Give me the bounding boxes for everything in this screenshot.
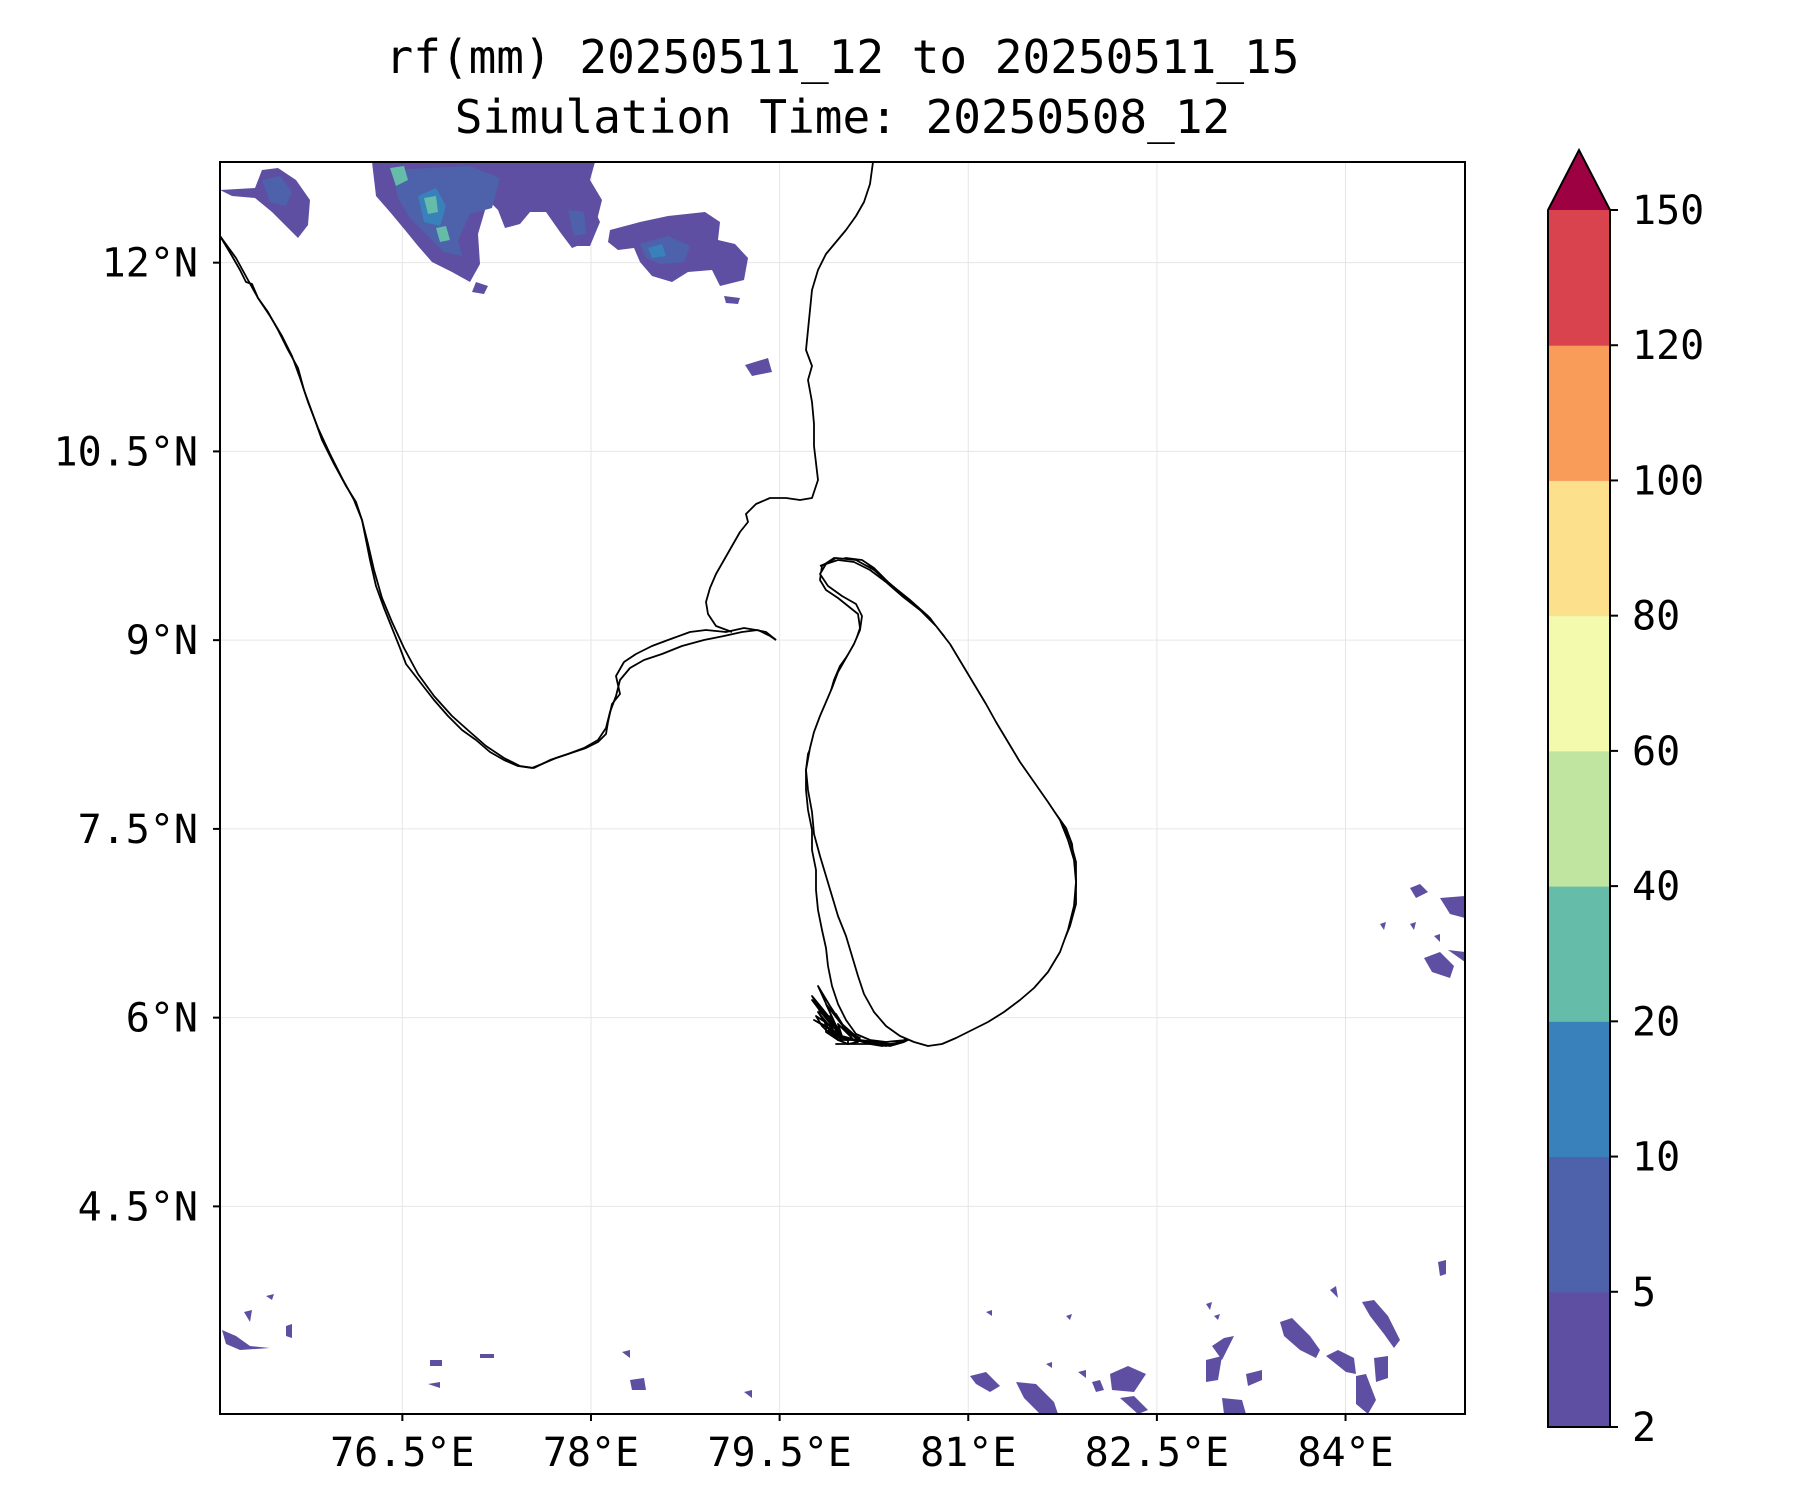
rain-patch: [1214, 1314, 1220, 1320]
colorbar-segment: [1548, 1156, 1610, 1293]
colorbar-segment: [1548, 750, 1610, 887]
map-subtitle: Simulation Time: 20250508_12: [454, 90, 1231, 144]
colorbar-tick-label: 150: [1632, 188, 1704, 234]
y-tick-label: 4.5°N: [78, 1184, 198, 1230]
colorbar-segment: [1548, 480, 1610, 617]
rain-patch: [1410, 884, 1428, 898]
colorbar-segment: [1548, 1291, 1610, 1428]
rain-patch: [1356, 1374, 1376, 1414]
colorbar-segment: [1548, 615, 1610, 752]
rain-patch: [1326, 1350, 1356, 1374]
rain-patch: [1222, 1398, 1246, 1414]
rain-patch: [1206, 1302, 1212, 1310]
rain-patch: [244, 1310, 252, 1322]
rain-patch: [428, 1382, 440, 1388]
colorbar-tick-label: 2: [1632, 1405, 1656, 1451]
rain-patch: [266, 1294, 274, 1300]
rain-patch: [744, 1390, 752, 1398]
colorbar-tick-label: 10: [1632, 1135, 1680, 1181]
colorbar-segment: [1548, 886, 1610, 1022]
y-tick-label: 12°N: [102, 241, 198, 287]
y-tick-label: 7.5°N: [78, 807, 198, 853]
y-axis-ticks: 12°N 10.5°N 9°N 7.5°N 6°N 4.5°N: [54, 241, 220, 1230]
rain-patch: [480, 1354, 494, 1358]
colorbar-extend-arrow: [1548, 150, 1610, 210]
rain-patch: [262, 176, 292, 206]
rain-patch: [970, 1372, 1000, 1392]
colorbar-tick-label: 5: [1632, 1270, 1656, 1316]
rain-patch: [986, 1310, 992, 1316]
y-tick-label: 6°N: [126, 996, 198, 1042]
rain-patch: [472, 282, 488, 294]
rain-patch: [622, 1350, 630, 1358]
colorbar-tick-label: 80: [1632, 594, 1680, 640]
sri-lanka-south: [805, 559, 1077, 1047]
rain-patch: [1016, 1382, 1058, 1414]
y-tick-label: 9°N: [126, 618, 198, 664]
rain-patch: [1440, 896, 1465, 918]
x-tick-label: 84°E: [1297, 1430, 1393, 1476]
colorbar-tick-label: 20: [1632, 999, 1680, 1045]
rain-patch: [630, 1378, 646, 1390]
x-tick-label: 82.5°E: [1085, 1430, 1230, 1476]
rain-patch: [1066, 1314, 1072, 1320]
map-title: rf(mm) 20250511_12 to 20250511_15: [385, 30, 1300, 84]
map-frame: [219, 161, 1466, 1415]
colorbar-tick-label: 40: [1632, 864, 1680, 910]
rain-patch: [1120, 1396, 1148, 1414]
rain-patch: [424, 196, 438, 214]
rain-patch: [1330, 1286, 1338, 1298]
x-tick-label: 81°E: [920, 1430, 1016, 1476]
x-axis-ticks: 76.5°E 78°E 79.5°E 81°E 82.5°E 84°E: [330, 1414, 1394, 1476]
colorbar: 2 5 10 20 40 60 80 100 120 150: [1547, 147, 1704, 1451]
rain-patch: [1380, 922, 1386, 930]
rain-patch: [648, 244, 666, 258]
rain-patch: [1046, 1362, 1052, 1368]
rain-patch: [1280, 1318, 1320, 1358]
peninsula-west-coast: [220, 235, 777, 769]
rain-patch: [222, 1330, 270, 1350]
colorbar-tick-label: 120: [1632, 323, 1704, 369]
rain-patch: [1448, 950, 1465, 962]
rain-patch: [1424, 952, 1454, 978]
rain-patch: [724, 296, 740, 304]
x-tick-label: 76.5°E: [330, 1430, 475, 1476]
colorbar-segment: [1548, 210, 1610, 346]
rain-patch: [568, 210, 586, 236]
rain-patch: [1078, 1370, 1086, 1378]
colorbar-segment: [1548, 1021, 1610, 1158]
y-tick-label: 10.5°N: [54, 429, 199, 475]
rain-patch: [1362, 1300, 1400, 1348]
rain-patch: [1246, 1370, 1262, 1386]
rain-patch: [436, 226, 450, 242]
rain-patch: [1410, 922, 1416, 930]
colorbar-tick-label: 100: [1632, 458, 1704, 504]
colorbar-outline: [1547, 147, 1611, 1428]
rain-patch: [1110, 1366, 1146, 1392]
rain-patch: [1212, 1336, 1234, 1360]
rain-patch: [430, 1360, 442, 1366]
rain-patch: [392, 166, 500, 256]
india-coastline: [220, 235, 777, 769]
rain-patch: [1092, 1380, 1104, 1392]
rain-patch: [1206, 1356, 1222, 1382]
rain-patch: [745, 358, 772, 376]
rain-patch: [1438, 1260, 1446, 1276]
rain-patch: [390, 166, 408, 186]
x-tick-label: 78°E: [543, 1430, 639, 1476]
rain-patch: [556, 176, 600, 246]
x-tick-label: 79.5°E: [707, 1430, 852, 1476]
rain-patch: [220, 168, 310, 238]
india-east-coastline: [705, 162, 874, 633]
colorbar-tick-label: 60: [1632, 729, 1680, 775]
colorbar-segment: [1548, 345, 1610, 481]
rain-patch: [1434, 934, 1440, 942]
rain-patch: [286, 1324, 292, 1338]
rain-patch: [1374, 1356, 1388, 1382]
